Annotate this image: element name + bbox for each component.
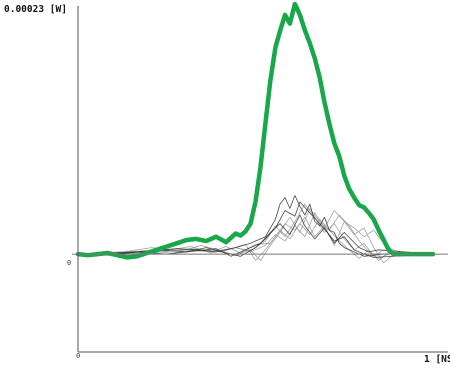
y-zero-tick-label: 0	[67, 259, 71, 267]
series-line-1	[77, 195, 434, 257]
series-layer	[75, 1, 436, 264]
series-line-3	[77, 214, 434, 257]
x-zero-tick-label: 0	[76, 352, 80, 360]
x-axis-label: 1 [NS	[424, 354, 450, 365]
series-line-highlight	[75, 1, 436, 260]
series-line-8	[77, 210, 434, 255]
series-line-2	[77, 201, 434, 258]
y-axis-label: 0.00023 [W]	[4, 4, 67, 15]
